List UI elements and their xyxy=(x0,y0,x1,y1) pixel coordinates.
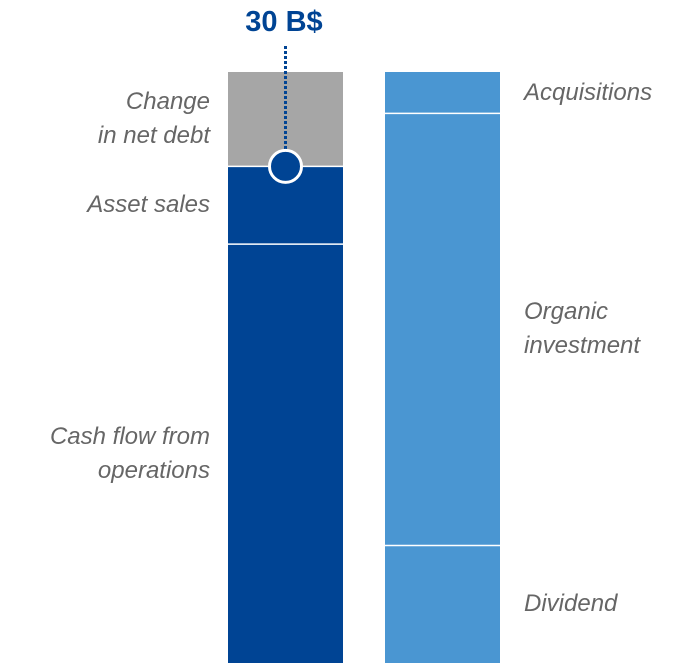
annotation: 30 B$ xyxy=(245,6,323,38)
bar-segment xyxy=(385,545,500,663)
segment-label: Dividend xyxy=(524,590,618,618)
segment-label: Acquisitions xyxy=(524,78,653,106)
bar-segment xyxy=(385,72,500,114)
segment-label: Organic investment xyxy=(524,298,641,360)
segment-label: Change in net debt xyxy=(97,88,210,150)
bar-segment xyxy=(385,113,500,546)
annotation-marker xyxy=(268,148,303,184)
bar-segment xyxy=(228,244,343,663)
segment-label: Cash flow from operations xyxy=(49,422,210,484)
segment-label: Asset sales xyxy=(87,191,210,219)
